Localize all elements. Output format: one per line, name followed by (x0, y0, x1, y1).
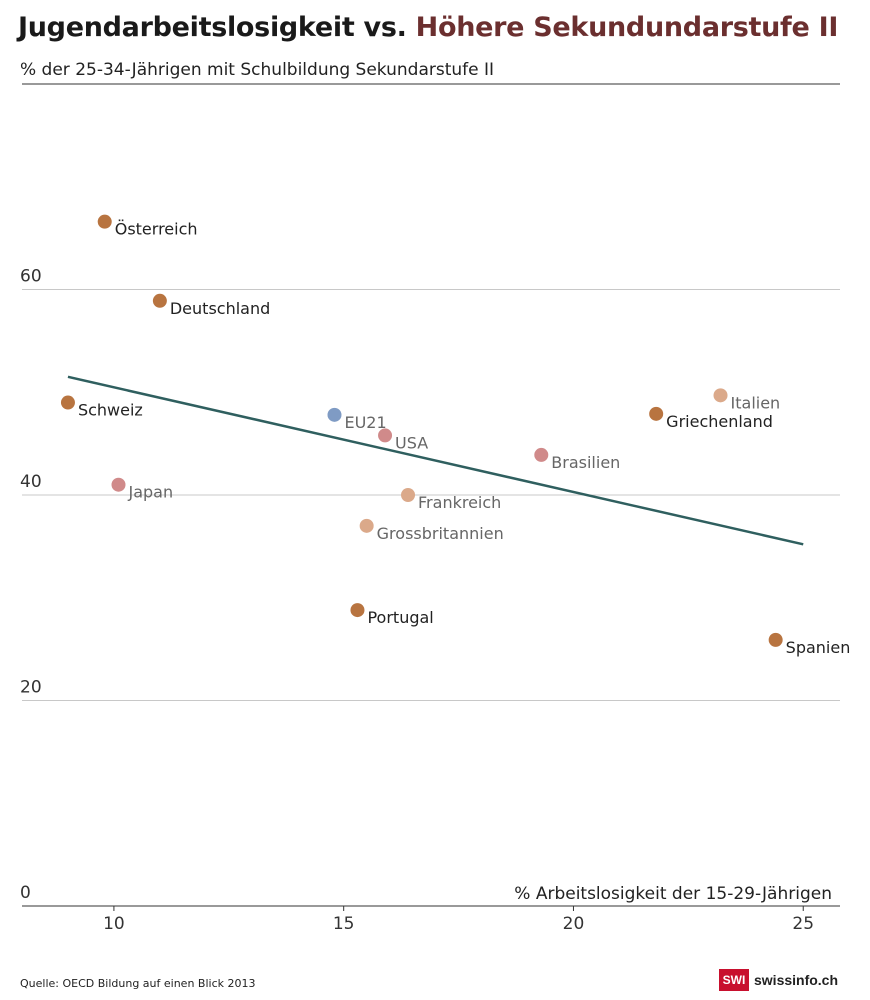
swissinfo-logo[interactable]: SWI swissinfo.ch (719, 969, 838, 991)
y-tick-label-40: 40 (20, 472, 42, 492)
point-label-usa: USA (395, 433, 428, 452)
point-eu21 (327, 407, 342, 422)
chart-title-highlight: Höhere Sekundundarstufe II (415, 12, 839, 43)
y-tick-label-60: 60 (20, 267, 42, 287)
point-label-frankreich: Frankreich (418, 493, 501, 512)
point-oesterreich (97, 214, 112, 229)
point-schweiz (60, 395, 75, 410)
point-grossbritannien (359, 518, 374, 533)
point-label-griechenland: Griechenland (666, 412, 773, 431)
x-tick-label-15: 15 (333, 914, 355, 934)
point-deutschland (152, 293, 167, 308)
y-tick-label-20: 20 (20, 678, 42, 698)
point-brasilien (534, 447, 549, 462)
point-label-deutschland: Deutschland (170, 299, 270, 318)
point-griechenland (649, 406, 664, 421)
point-frankreich (401, 488, 416, 502)
point-label-portugal: Portugal (367, 608, 433, 627)
point-label-oesterreich: Österreich (115, 220, 198, 239)
point-portugal (350, 603, 365, 618)
swi-badge: SWI (719, 969, 749, 991)
point-label-eu21: EU21 (344, 413, 386, 432)
point-label-grossbritannien: Grossbritannien (377, 524, 504, 543)
chart-title: Jugendarbeitslosigkeit vs. Höhere Sekund… (18, 12, 838, 43)
point-label-italien: Italien (731, 393, 781, 412)
x-tick-label-10: 10 (103, 914, 125, 934)
point-label-spanien: Spanien (786, 638, 851, 657)
x-tick-label-20: 20 (563, 914, 585, 934)
x-tick-label-25: 25 (792, 914, 814, 934)
point-label-schweiz: Schweiz (78, 401, 143, 420)
point-label-japan: Japan (128, 483, 174, 502)
chart-title-main: Jugendarbeitslosigkeit vs. (18, 12, 416, 43)
source-note: Quelle: OECD Bildung auf einen Blick 201… (20, 977, 256, 990)
point-usa (378, 428, 393, 443)
point-japan (111, 477, 126, 492)
x-axis-label: % Arbeitslosigkeit der 15-29-Jährigen (514, 884, 832, 904)
trend-line (67, 375, 804, 546)
point-italien (713, 388, 728, 403)
y-tick-label-0: 0 (20, 883, 31, 903)
logo-text: swissinfo.ch (754, 972, 839, 988)
y-axis-subtitle: % der 25-34-Jährigen mit Schulbildung Se… (20, 60, 495, 80)
point-label-brasilien: Brasilien (551, 453, 620, 472)
point-spanien (768, 632, 783, 647)
